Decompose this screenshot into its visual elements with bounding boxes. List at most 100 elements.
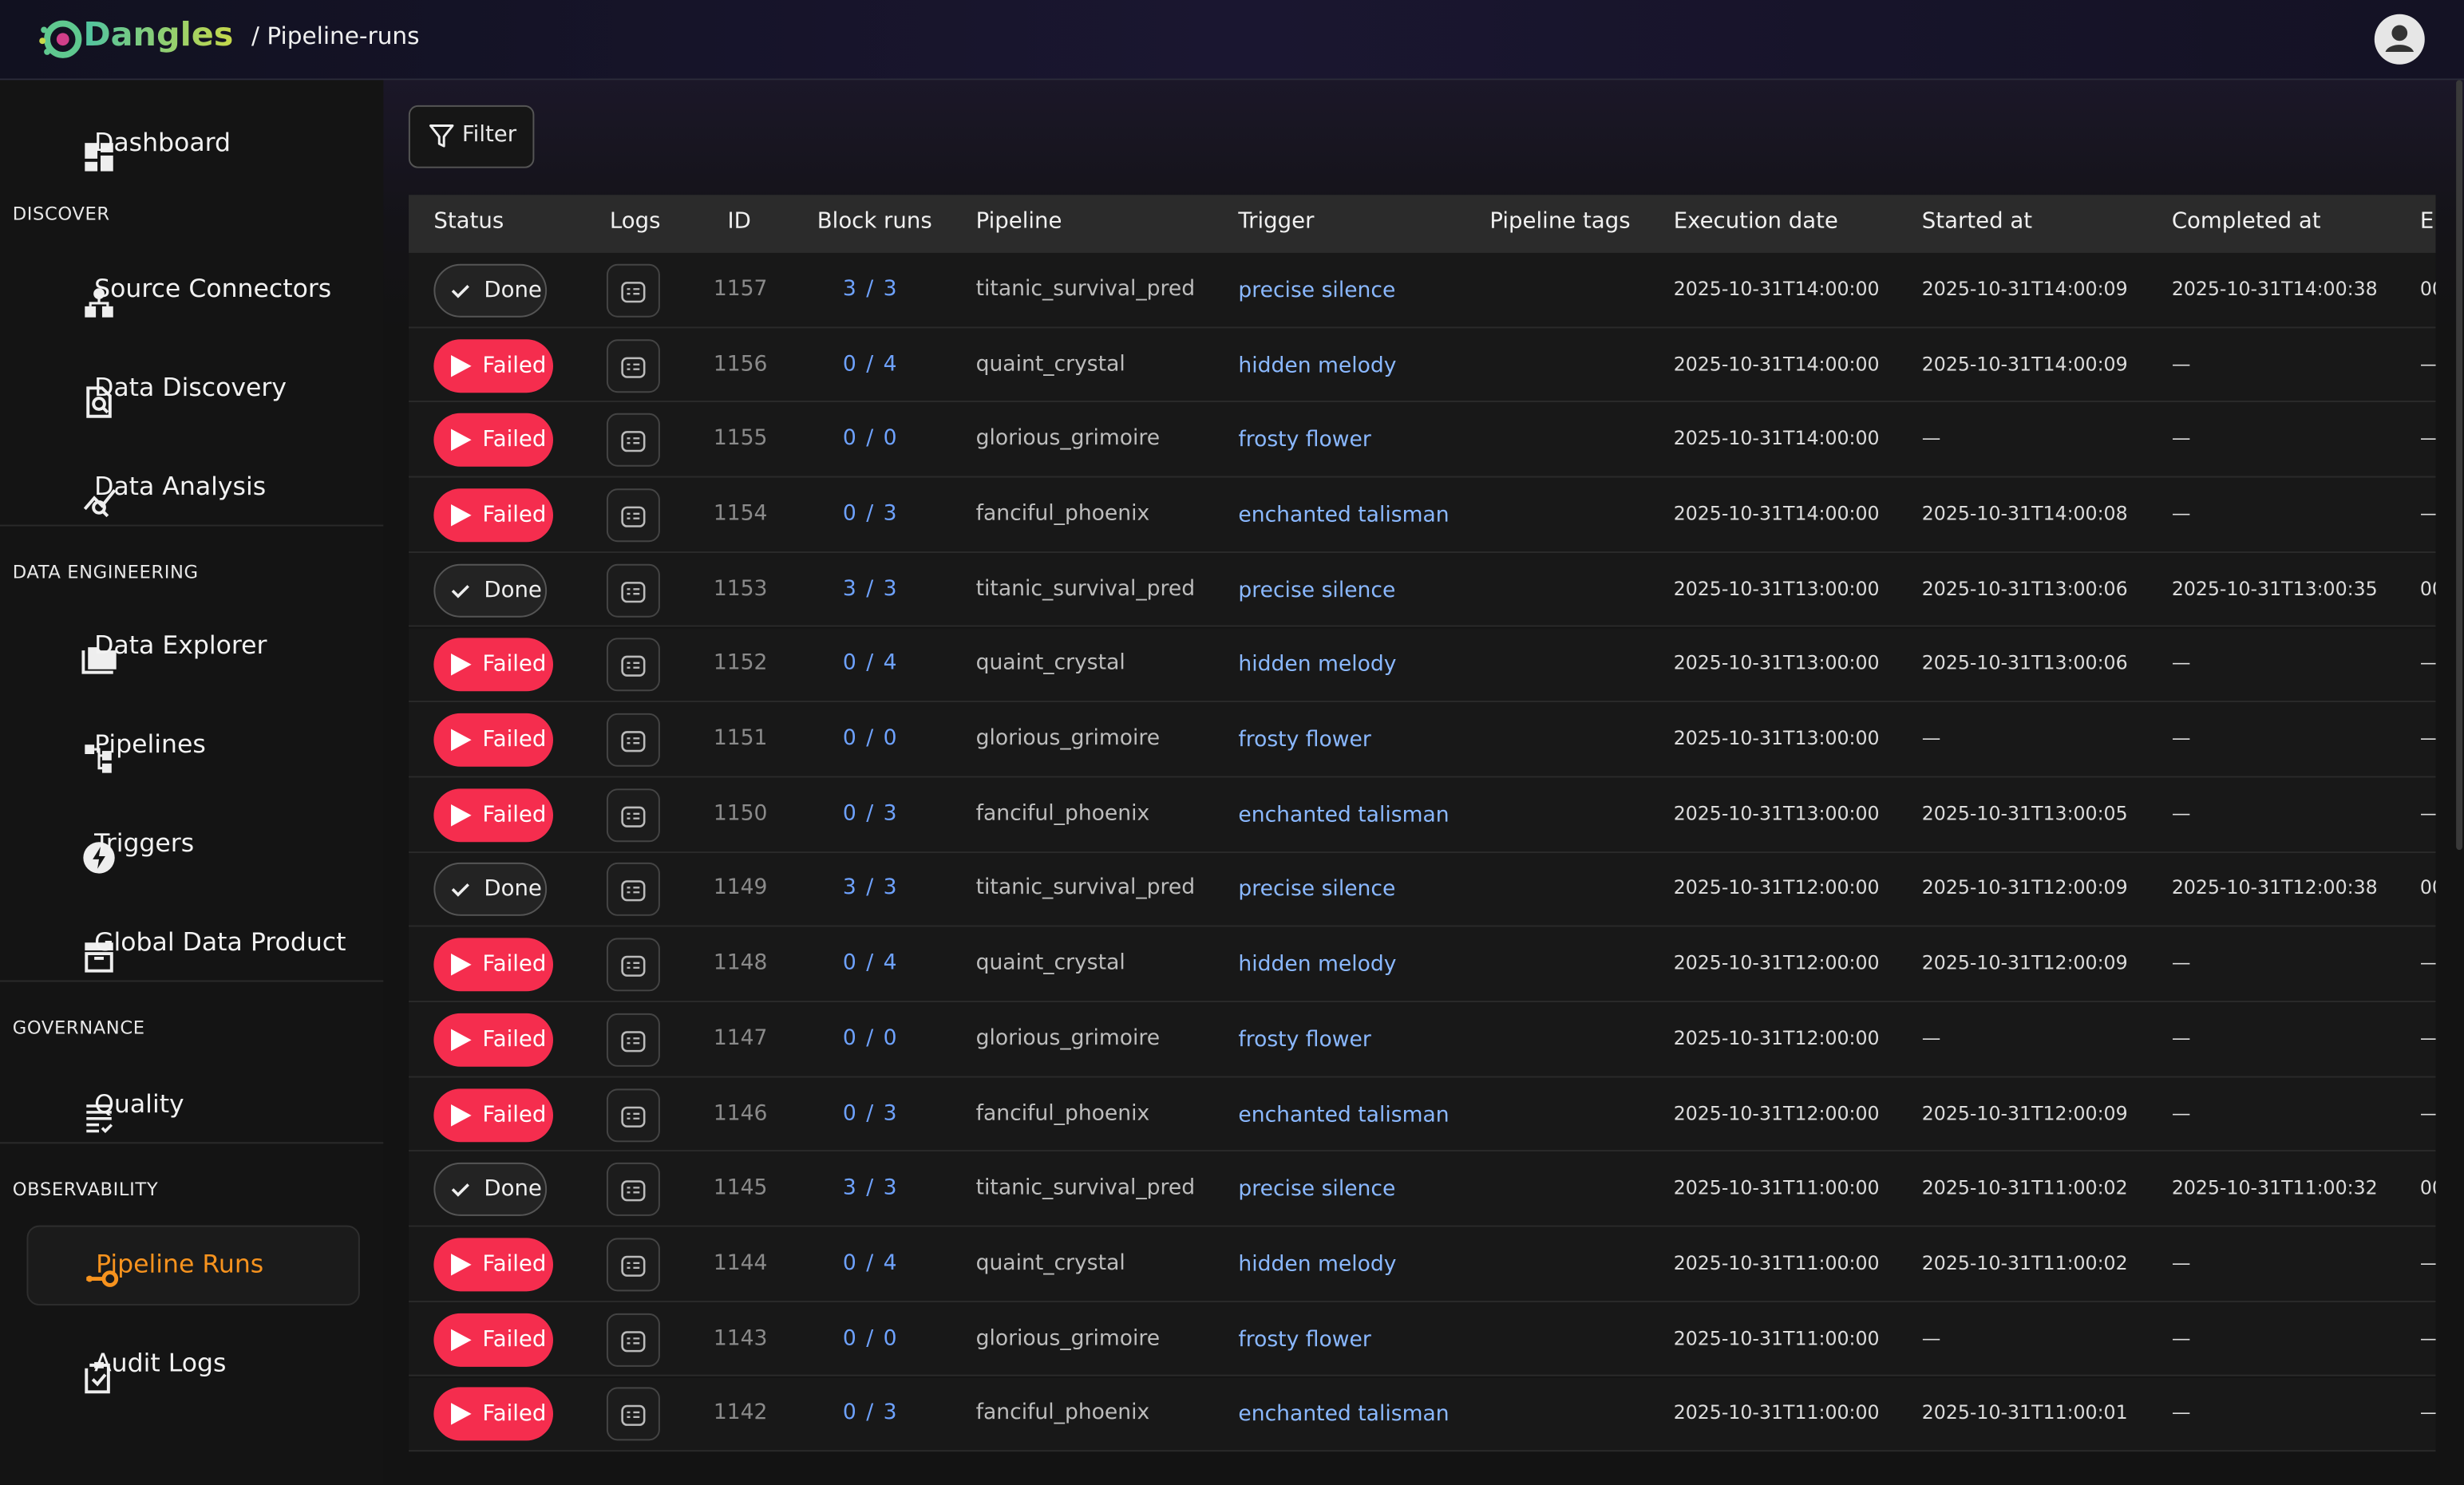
e-cell: —	[2420, 952, 2436, 974]
status-icon	[448, 952, 473, 983]
logs-button[interactable]	[606, 788, 660, 842]
completed-at: —	[2171, 1102, 2191, 1124]
breadcrumb: / Pipeline-runs	[251, 22, 420, 50]
trigger-link[interactable]: hidden melody	[1238, 952, 1397, 977]
trigger-link[interactable]: enchanted talisman	[1238, 1401, 1450, 1428]
nav-item[interactable]: Pipelines	[0, 713, 383, 776]
status-label: Failed	[482, 427, 547, 453]
completed-at: —	[2171, 1251, 2191, 1274]
block-runs: 0 / 3	[842, 500, 899, 527]
completed-at: —	[2171, 1326, 2191, 1349]
column-header: Block runs	[817, 208, 932, 235]
completed-at: 2025-10-31T11:00:32	[2171, 1177, 2378, 1199]
nav-item[interactable]: Data Discovery	[0, 357, 383, 420]
user-avatar[interactable]	[2373, 13, 2426, 66]
row	[408, 777, 2436, 853]
logs-icon	[621, 279, 647, 309]
logs-button[interactable]	[606, 863, 660, 917]
status-icon-svg	[451, 354, 472, 377]
logs-button[interactable]	[606, 1163, 660, 1217]
nav-item[interactable]: Source Connectors	[0, 258, 383, 321]
trigger-link[interactable]: hidden melody	[1238, 353, 1397, 378]
logs-button[interactable]	[606, 263, 660, 318]
column-header: Started at	[1921, 208, 2033, 235]
logs-button[interactable]	[606, 563, 660, 618]
status-icon	[448, 1327, 473, 1358]
nav-item[interactable]: Data Explorer	[0, 614, 383, 677]
column-header: Status	[433, 208, 504, 235]
status-icon	[448, 803, 473, 834]
nav-item[interactable]: Audit Logs	[0, 1333, 383, 1396]
logs-button[interactable]	[606, 1313, 660, 1367]
nav-icon-svg	[86, 1270, 119, 1287]
trigger-link[interactable]: hidden melody	[1238, 652, 1397, 678]
section-heading: GOVERNANCE	[12, 1016, 145, 1039]
logs-button[interactable]	[606, 1238, 660, 1292]
run-id: 1156	[713, 351, 768, 377]
logs-icon	[621, 1104, 647, 1133]
e-cell: —	[2420, 1252, 2436, 1274]
logs-icon-svg	[621, 1255, 646, 1277]
logs-button[interactable]	[606, 1013, 660, 1067]
trigger-link[interactable]: precise silence	[1238, 877, 1396, 902]
status-label: Done	[484, 278, 542, 303]
trigger-link[interactable]: precise silence	[1238, 577, 1396, 603]
e-cell: —	[2420, 503, 2436, 525]
logs-icon-svg	[621, 731, 646, 752]
trigger-link[interactable]: precise silence	[1238, 1177, 1396, 1203]
logs-icon	[621, 1179, 647, 1208]
status-badge: Failed	[433, 413, 553, 468]
logs-button[interactable]	[606, 638, 660, 692]
e-cell: —	[2420, 1402, 2436, 1424]
pipeline-name: fanciful_phoenix	[975, 1100, 1150, 1126]
trigger-link[interactable]: enchanted talisman	[1238, 802, 1450, 828]
trigger-link[interactable]: hidden melody	[1238, 1251, 1397, 1278]
row	[408, 1002, 2436, 1077]
nav-item[interactable]: Triggers	[0, 812, 383, 875]
block-runs: 0 / 0	[842, 426, 899, 452]
trigger-link[interactable]: frosty flower	[1238, 1027, 1371, 1053]
nav-item[interactable]: Quality	[0, 1073, 383, 1136]
logs-button[interactable]	[606, 1388, 660, 1442]
trigger-link[interactable]: frosty flower	[1238, 727, 1371, 753]
brand[interactable]: Dangles	[83, 15, 234, 53]
trigger-link[interactable]: precise silence	[1238, 278, 1396, 303]
trigger-link[interactable]: enchanted talisman	[1238, 502, 1450, 528]
block-runs: 0 / 4	[842, 950, 899, 976]
logs-button[interactable]	[606, 1088, 660, 1142]
started-at: —	[1921, 427, 1941, 450]
column-header: ID	[727, 208, 751, 235]
logs-button[interactable]	[606, 488, 660, 543]
run-id: 1146	[713, 1100, 768, 1126]
started-at: 2025-10-31T11:00:02	[1921, 1177, 2128, 1199]
execution-date: 2025-10-31T11:00:00	[1673, 1251, 1880, 1274]
logs-button[interactable]	[606, 713, 660, 767]
nav-item[interactable]: Pipeline Runs	[26, 1225, 360, 1306]
block-runs: 3 / 3	[842, 575, 899, 602]
trigger-link[interactable]: frosty flower	[1238, 427, 1371, 453]
e-cell: 00	[2419, 278, 2436, 300]
started-at: 2025-10-31T12:00:09	[1921, 877, 2128, 899]
run-id: 1143	[713, 1325, 768, 1351]
trigger-link[interactable]: enchanted talisman	[1238, 1102, 1450, 1128]
row	[408, 927, 2436, 1003]
status-badge: Failed	[433, 788, 553, 842]
nav-item[interactable]: Dashboard	[0, 112, 383, 175]
block-runs: 0 / 0	[842, 725, 899, 752]
nav-item[interactable]: Global Data Product	[0, 911, 383, 974]
started-at: 2025-10-31T14:00:09	[1921, 353, 2128, 375]
trigger-link[interactable]: frosty flower	[1238, 1326, 1371, 1353]
nav-item[interactable]: Data Analysis	[0, 456, 383, 519]
completed-at: —	[2171, 427, 2191, 450]
logs-button[interactable]	[606, 938, 660, 992]
row	[408, 552, 2436, 628]
nav-label: Quality	[94, 1088, 184, 1119]
logs-button[interactable]	[606, 338, 660, 393]
status-icon-svg	[451, 884, 469, 898]
filter-button[interactable]: Filter	[408, 105, 535, 168]
row	[408, 1376, 2436, 1452]
logs-button[interactable]	[606, 413, 660, 468]
execution-date: 2025-10-31T14:00:00	[1673, 502, 1880, 525]
runs-table: Status Logs ID Block runs Pipeline Trigger Pip…	[408, 195, 2436, 1484]
